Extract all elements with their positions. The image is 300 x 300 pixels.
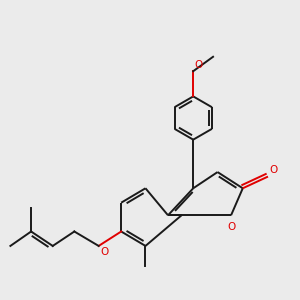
Text: O: O: [227, 222, 236, 232]
Text: O: O: [269, 165, 278, 175]
Text: O: O: [100, 247, 108, 257]
Text: O: O: [195, 60, 203, 70]
